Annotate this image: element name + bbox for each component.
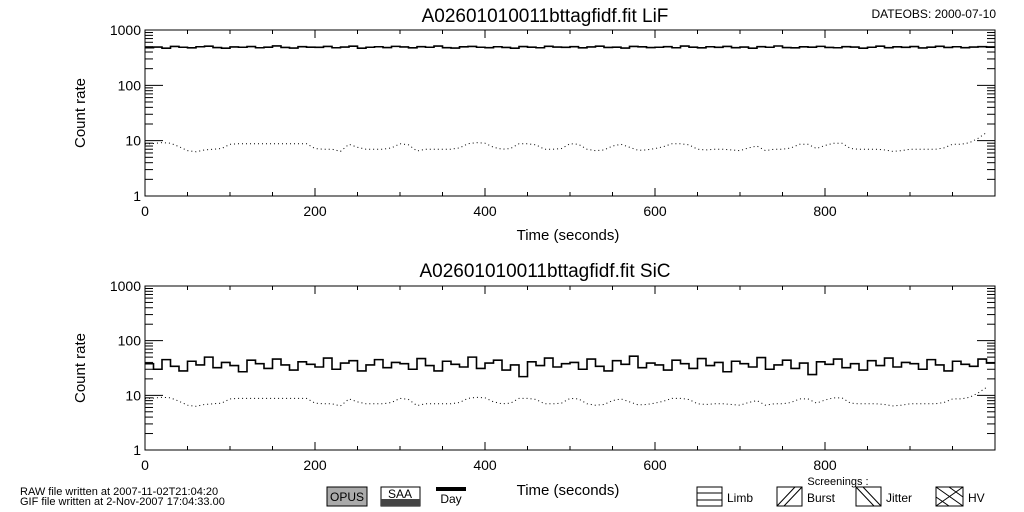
plot-frame xyxy=(144,29,996,197)
y-tick-label: 1000 xyxy=(110,22,141,38)
panel-sic: A02601010011bttagfidf.fit SiC Time (seco… xyxy=(72,261,996,499)
count-rate-series xyxy=(145,45,995,49)
hv-label: HV xyxy=(968,491,985,505)
y-tick-label: 100 xyxy=(118,77,142,93)
burst-legend-icon xyxy=(776,486,803,507)
opus-label: OPUS xyxy=(330,490,364,504)
screenings-label: Screenings : xyxy=(807,476,868,488)
gif-file-info: GIF file written at 2-Nov-2007 17:04:33.… xyxy=(20,496,225,508)
limb-legend-icon xyxy=(696,486,723,507)
saa-label: SAA xyxy=(388,487,412,501)
x-tick-label: 600 xyxy=(643,203,667,219)
x-axis-label: Time (seconds) xyxy=(517,482,620,499)
x-tick-label: 200 xyxy=(303,203,327,219)
limb-label: Limb xyxy=(727,491,753,505)
x-axis-label: Time (seconds) xyxy=(517,227,620,244)
burst-label: Burst xyxy=(807,491,836,505)
hv-legend-icon xyxy=(935,486,964,507)
x-tick-label: 800 xyxy=(813,457,837,473)
opus-legend-box xyxy=(326,486,368,507)
x-tick-label: 400 xyxy=(473,203,497,219)
day-label: Day xyxy=(440,492,461,506)
background-series xyxy=(144,386,987,407)
x-tick-label: 0 xyxy=(141,203,149,219)
background-series xyxy=(144,132,987,153)
jitter-legend-icon xyxy=(855,486,882,507)
x-tick-label: 800 xyxy=(813,203,837,219)
chart-title: A02601010011bttagfidf.fit SiC xyxy=(419,261,670,282)
count-rate-series xyxy=(145,355,995,378)
y-tick-label: 1 xyxy=(133,188,141,204)
x-tick-label: 200 xyxy=(303,457,327,473)
y-tick-label: 100 xyxy=(118,333,142,349)
x-tick-label: 400 xyxy=(473,457,497,473)
raw-file-info: RAW file written at 2007-11-02T21:04:20 xyxy=(20,486,218,498)
saa-legend-fill xyxy=(381,499,420,506)
x-tick-label: 0 xyxy=(141,457,149,473)
panel-lif: A02601010011bttagfidf.fit LiF Time (seco… xyxy=(72,6,996,244)
jitter-label: Jitter xyxy=(886,491,912,505)
y-axis-label: Count rate xyxy=(72,333,89,403)
dateobs-label: DATEOBS: 2000-07-10 xyxy=(871,7,996,21)
y-axis-label: Count rate xyxy=(72,78,89,148)
chart-title: A02601010011bttagfidf.fit LiF xyxy=(422,6,669,27)
x-tick-label: 600 xyxy=(643,457,667,473)
day-legend-bar xyxy=(436,487,466,491)
y-tick-label: 10 xyxy=(125,133,141,149)
y-tick-label: 1000 xyxy=(110,278,141,294)
y-tick-label: 1 xyxy=(133,442,141,458)
footer: RAW file written at 2007-11-02T21:04:20 … xyxy=(20,476,985,508)
y-tick-label: 10 xyxy=(125,387,141,403)
